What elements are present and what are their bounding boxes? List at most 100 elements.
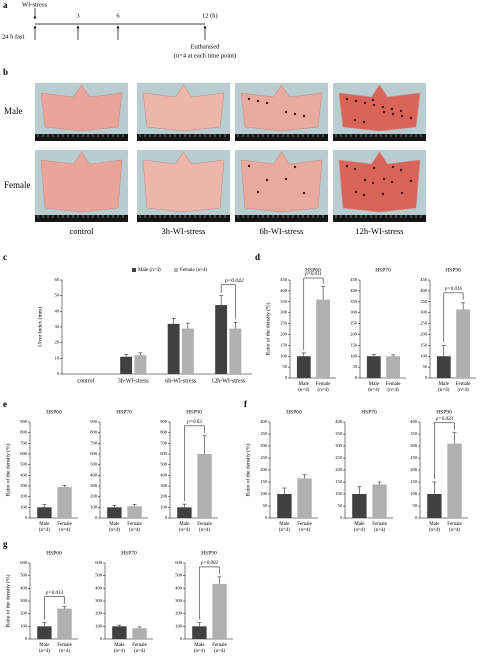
y-tick-label: 600 [20, 451, 28, 456]
ruler [137, 134, 230, 141]
bar [296, 356, 311, 378]
chart-title: HSP60 [305, 267, 321, 273]
column-label: 3h-WI-stress [162, 226, 206, 236]
y-tick-label: 300 [420, 310, 428, 315]
x-tick-label: 12h-WI-stress [211, 378, 246, 384]
chart-title: HSP90 [436, 409, 452, 415]
lesion [362, 193, 366, 197]
x-tick-label: Female [386, 382, 401, 387]
y-tick-label: 20 [55, 340, 60, 345]
panel-label: f [244, 399, 248, 409]
bar [366, 356, 381, 378]
y-tick-label: 200 [280, 331, 288, 336]
error-bar [62, 485, 67, 488]
x-tick-note: (n=4) [458, 388, 469, 393]
y-tick-label: 400 [20, 472, 28, 477]
lesion [256, 99, 260, 103]
lesion [400, 191, 404, 195]
panel-label: e [3, 399, 7, 409]
fast-label: 24 h fast [2, 33, 25, 40]
bar [427, 494, 442, 518]
lesion [363, 178, 367, 182]
y-tick-label: 100 [95, 623, 103, 628]
stomach-photo [40, 151, 123, 213]
y-tick-label: 50 [55, 293, 60, 298]
p-value: p=0.011 [304, 272, 322, 277]
y-tick-label: 150 [350, 342, 358, 347]
chart-title: HSP70 [361, 409, 377, 415]
lesion [302, 114, 306, 118]
y-tick-label: 400 [410, 419, 418, 424]
bar [192, 626, 207, 639]
bar [120, 356, 133, 374]
y-tick-label: 800 [20, 430, 28, 435]
timeline-start-label: WI-stress [22, 1, 47, 8]
y-tick-label: 200 [95, 611, 103, 616]
y-tick-label: 450 [350, 277, 358, 282]
y-tick-label: 800 [160, 430, 168, 435]
x-tick-label: Male [354, 522, 365, 527]
x-tick-note: (n=4) [129, 528, 140, 533]
y-tick-label: 300 [175, 598, 183, 603]
lesion [400, 114, 404, 118]
y-tick-label: 500 [160, 462, 168, 467]
chart-title: HSP60 [286, 409, 302, 415]
chart-title: HSP70 [375, 267, 391, 273]
panel-label: g [3, 539, 8, 549]
bar [212, 583, 227, 639]
lesion [284, 110, 288, 114]
row-label: Female [4, 180, 31, 190]
y-tick-label: 150 [280, 342, 288, 347]
y-tick-label: 300 [20, 483, 28, 488]
bar [215, 305, 228, 374]
legend-label: Female (n=4) [180, 268, 207, 273]
error-bar [182, 503, 187, 508]
x-tick-label: Female [57, 522, 72, 527]
x-tick-note: (n=4) [134, 649, 145, 654]
chart-title: HSP70 [121, 550, 137, 556]
bar [297, 478, 312, 518]
y-tick-label: 300 [280, 310, 288, 315]
y-tick-label: 300 [95, 598, 103, 603]
significance-bracket [199, 566, 220, 620]
y-tick-label: 0 [340, 515, 343, 520]
stomach-photo [240, 151, 323, 213]
bar [277, 494, 292, 518]
ruler [35, 134, 128, 141]
y-tick-label: 250 [420, 321, 428, 326]
x-tick-note: (n=4) [298, 388, 309, 393]
y-axis-label: Ratio of the density (%) [4, 574, 11, 627]
row-label: Male [4, 106, 23, 116]
ruler [235, 215, 328, 222]
bar [316, 299, 331, 378]
x-tick-note: (n=4) [299, 528, 310, 533]
x-tick-label: Male [109, 522, 120, 527]
x-tick-label: Female [132, 643, 147, 648]
chart-title: HSP90 [201, 550, 217, 556]
x-tick-note: (n=4) [39, 649, 50, 654]
y-tick-label: 100 [335, 491, 343, 496]
y-tick-label: 350 [410, 431, 418, 436]
x-tick-note: (n=4) [39, 528, 50, 533]
error-bar [217, 576, 222, 584]
y-tick-label: 200 [20, 494, 28, 499]
x-tick-label: Female [447, 522, 462, 527]
y-tick-label: 150 [410, 479, 418, 484]
error-bar [302, 474, 307, 479]
y-tick-label: 500 [90, 462, 98, 467]
y-tick-label: 600 [95, 560, 103, 565]
y-tick-label: 600 [20, 560, 28, 565]
lesion [371, 181, 375, 185]
significance-bracket [434, 422, 455, 479]
lesion [399, 109, 403, 113]
end-label: Euthanised [191, 43, 221, 50]
stomach-photo [338, 84, 421, 132]
y-tick-label: 100 [20, 504, 28, 509]
x-tick-label: Female [197, 522, 212, 527]
error-bar [124, 354, 129, 357]
y-tick-label: 50 [413, 503, 418, 508]
bar [134, 355, 147, 374]
y-tick-label: 100 [260, 491, 268, 496]
y-tick-label: 60 [55, 277, 60, 282]
y-tick-label: 350 [260, 431, 268, 436]
